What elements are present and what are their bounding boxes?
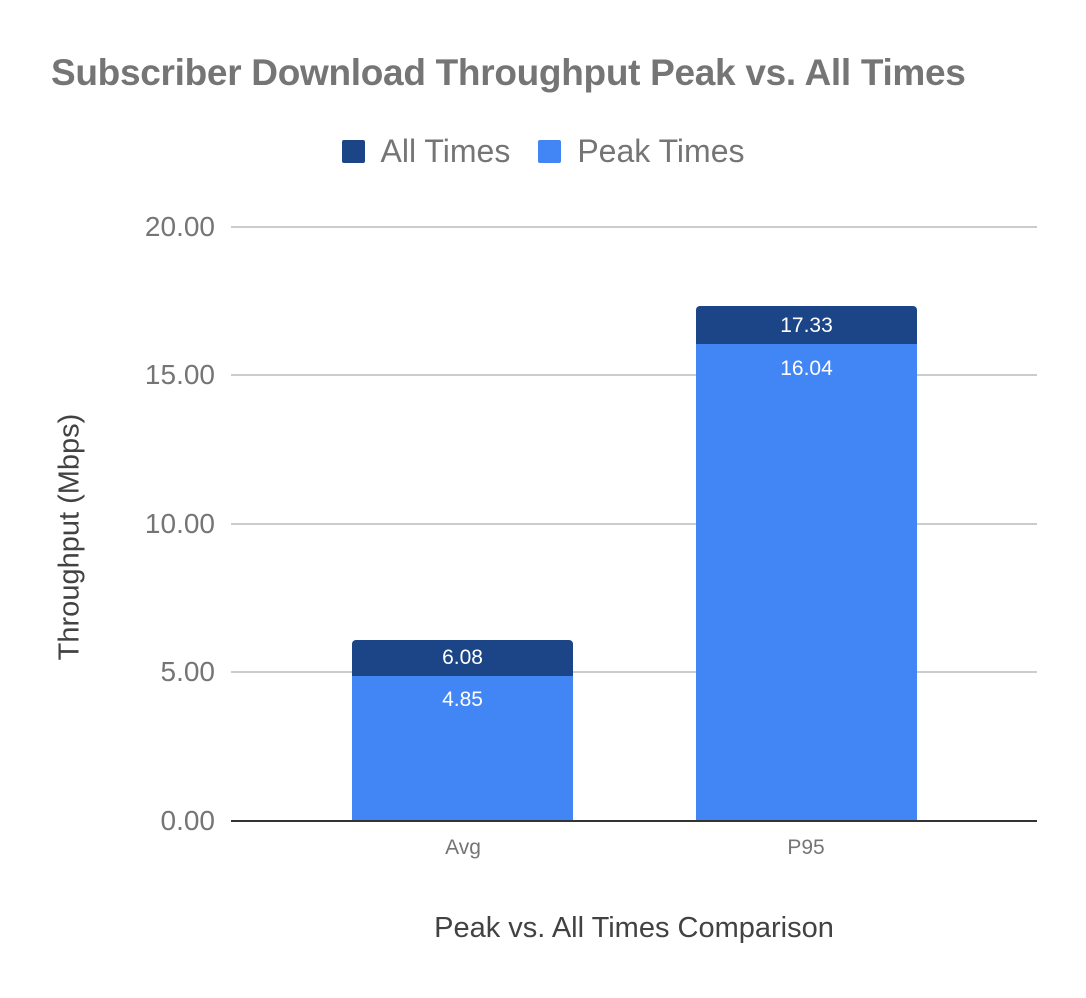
legend-swatch-peak-times: [538, 140, 562, 163]
legend: All Times Peak Times: [0, 133, 1086, 170]
gridline: [231, 671, 1037, 673]
y-tick-label: 5.00: [160, 656, 216, 687]
data-label: 17.33: [780, 314, 833, 337]
gridline: [231, 523, 1037, 525]
bar-p95-peak-times[interactable]: 16.04: [696, 344, 917, 821]
x-axis-baseline: [231, 820, 1037, 822]
y-axis-label: Throughput (Mbps): [53, 413, 86, 661]
data-label: 16.04: [780, 357, 833, 380]
plot-area: 6.08 4.85 17.33 16.04: [231, 226, 1037, 822]
x-tick-label-avg: Avg: [445, 836, 481, 859]
data-label: 6.08: [442, 646, 483, 669]
x-axis-label: Peak vs. All Times Comparison: [434, 912, 834, 944]
legend-item-peak-times[interactable]: Peak Times: [538, 133, 744, 170]
bar-avg-peak-times[interactable]: 4.85: [352, 676, 573, 821]
y-tick-label: 15.00: [144, 359, 215, 390]
legend-item-all-times[interactable]: All Times: [341, 133, 511, 170]
y-tick-label: 10.00: [144, 508, 215, 539]
gridline: [231, 226, 1037, 228]
chart-title: Subscriber Download Throughput Peak vs. …: [51, 52, 966, 93]
legend-swatch-all-times: [341, 140, 365, 163]
y-tick-label: 20.00: [144, 211, 215, 242]
legend-label: All Times: [380, 133, 511, 169]
gridline: [231, 374, 1037, 376]
data-label: 4.85: [442, 688, 483, 711]
y-tick-label: 0.00: [160, 805, 216, 836]
x-tick-label-p95: P95: [787, 836, 825, 859]
legend-label: Peak Times: [577, 133, 745, 169]
